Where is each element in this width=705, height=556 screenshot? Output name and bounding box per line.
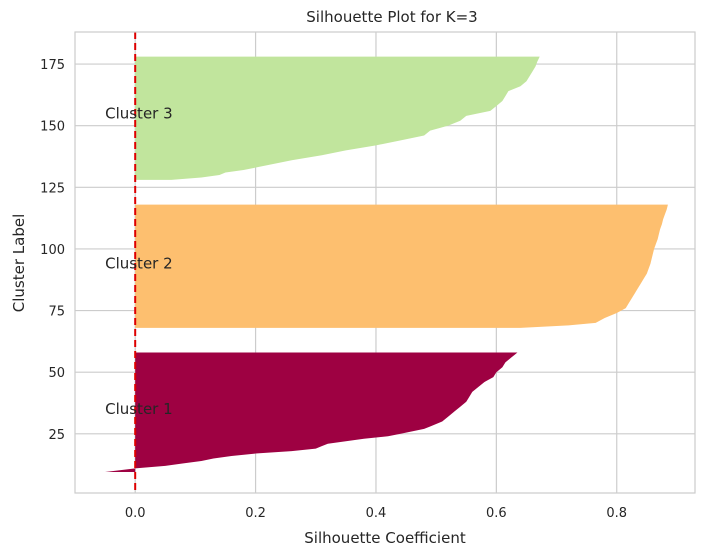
cluster-labels: Cluster 1 Cluster 2 Cluster 3 [105,104,173,418]
x-axis-title: Silhouette Coefficient [304,529,466,547]
y-tick-label: 175 [40,58,65,73]
cluster-label: Cluster 2 [105,255,173,273]
y-tick-label: 150 [40,120,65,135]
x-tick-label: 0.8 [606,506,627,521]
y-axis-title: Cluster Label [10,214,28,312]
x-tick-label: 0.0 [125,506,146,521]
plot-frame [74,31,696,494]
x-tick-label: 0.4 [366,506,387,521]
cluster-area [135,204,668,328]
x-tick-label: 0.6 [486,506,507,521]
y-tick-label: 75 [48,305,65,320]
y-tick-label: 25 [48,428,65,443]
y-tick-labels: 25 50 75 100 125 150 175 [40,58,65,443]
chart-title: Silhouette Plot for K=3 [306,8,477,26]
y-tick-label: 100 [40,243,65,258]
series-areas [105,56,668,473]
cluster-area [105,352,518,473]
y-tick-label: 50 [48,366,65,381]
x-tick-labels: 0.0 0.2 0.4 0.6 0.8 [125,506,627,521]
cluster-area [135,56,540,180]
cluster-label: Cluster 1 [105,400,173,418]
y-tick-label: 125 [40,181,65,196]
x-tick-label: 0.2 [245,506,266,521]
cluster-label: Cluster 3 [105,104,173,122]
